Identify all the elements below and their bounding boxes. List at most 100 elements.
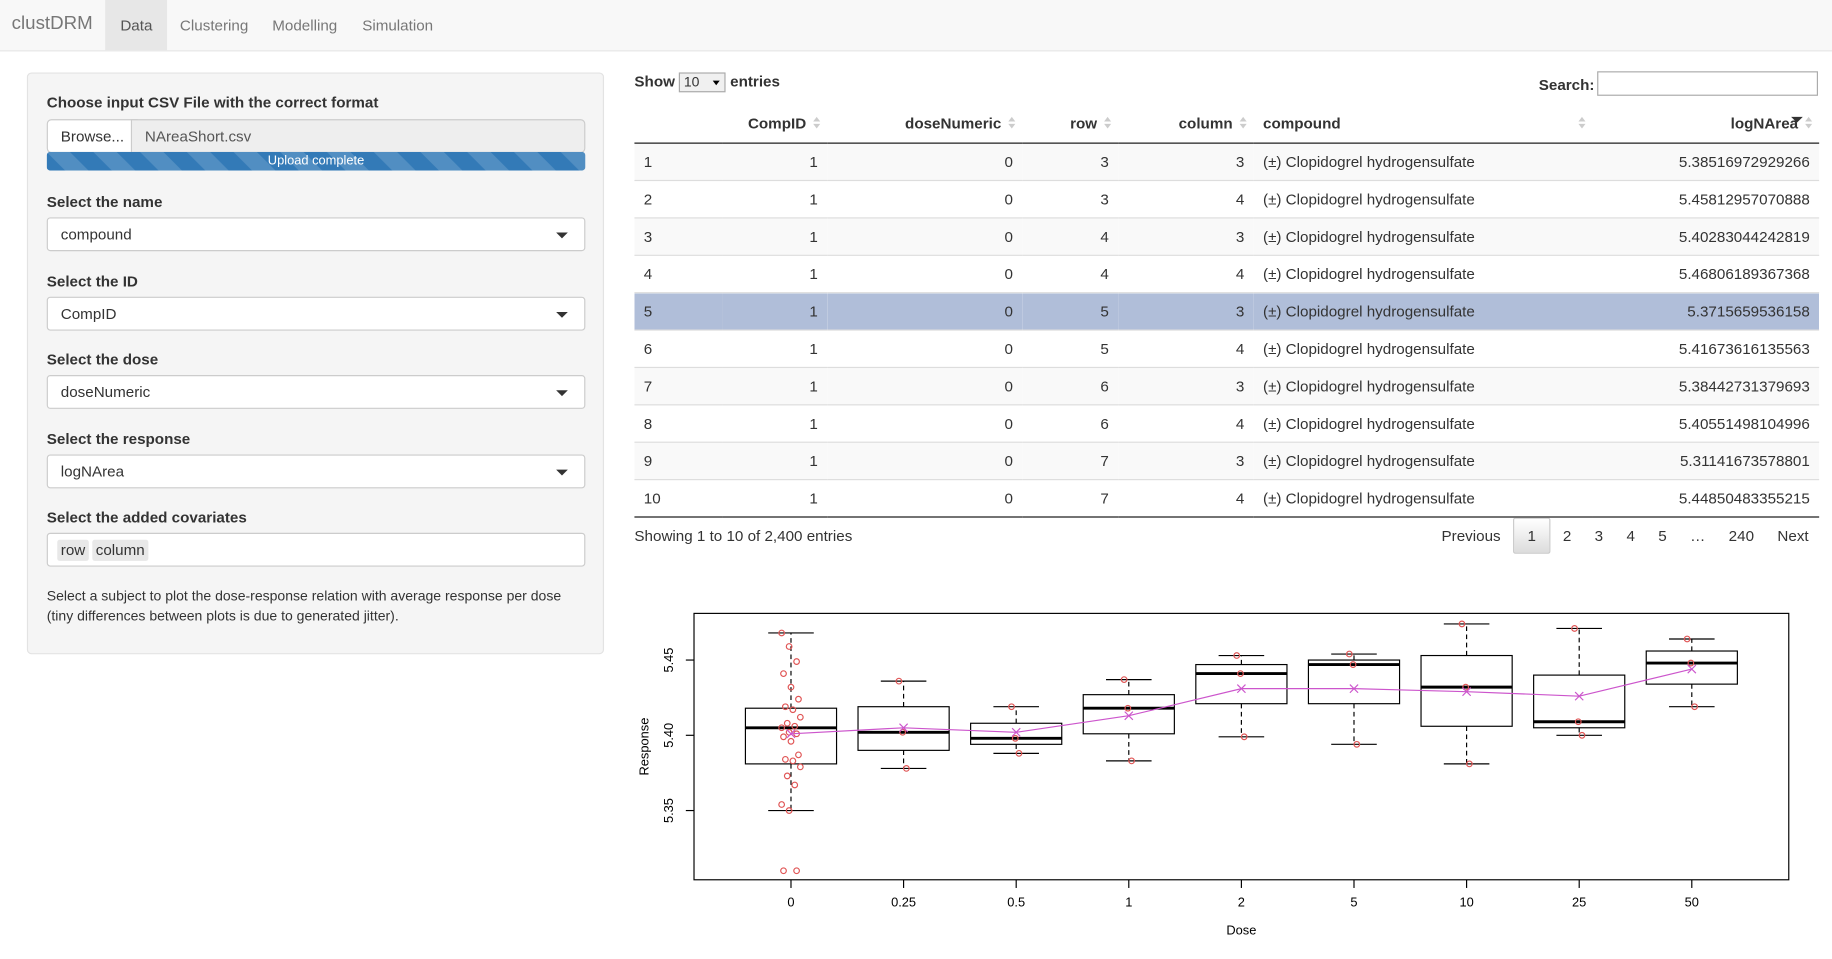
column-header[interactable]: column [1118,102,1254,144]
nav-tab[interactable]: Data [105,0,168,51]
table-cell: 1 [722,329,828,368]
select-input[interactable]: doseNumeric [46,375,586,409]
select-input[interactable]: compound [46,217,586,252]
mean-marker [1462,687,1472,697]
table-cell: 8 [634,404,723,443]
y-axis-label: Response [636,718,651,776]
data-point [1124,704,1132,712]
mean-marker [786,729,796,739]
data-point [1233,652,1241,659]
table-cell: 1 [634,142,723,181]
table-row[interactable]: 10 1 0 7 4 (±) Clopidogrel hydrogensulfate 5.4… [634,479,1820,518]
file-name: NAreaShort.csv [130,119,586,154]
box [1645,650,1738,685]
column-header[interactable]: doseNumeric [827,102,1023,144]
page-button[interactable]: Next [1777,526,1809,545]
page-button[interactable]: 240 [1728,526,1755,545]
page-button[interactable]: Previous [1441,526,1501,545]
page-button[interactable]: 5 [1658,526,1667,545]
data-point [789,706,797,714]
nav-tab[interactable]: Modelling [272,16,338,34]
table-cell: 0 [827,404,1023,443]
column-header[interactable]: row [1022,102,1119,144]
table-cell: 3 [1118,366,1254,405]
data-point [791,781,799,789]
data-point [778,724,786,732]
table-cell: (±) Clopidogrel hydrogensulfate [1253,217,1593,256]
x-tick-label: 0 [787,895,794,910]
data-point [1240,733,1248,741]
column-header[interactable]: CompID [722,102,828,144]
table-cell: 5.38516972929266 [1592,142,1820,181]
table-cell: 5 [634,292,723,331]
table-cell: (±) Clopidogrel hydrogensulfate [1253,254,1593,293]
table-row[interactable]: 8 1 0 6 4 (±) Clopidogrel hydrogensulfate 5.40… [634,404,1820,443]
covariate-tag[interactable]: row [57,539,89,561]
search-input[interactable] [1597,71,1818,96]
table-cell: 5.40283044242819 [1592,217,1820,256]
data-point [1349,661,1357,668]
table-row[interactable]: 3 1 0 4 3 (±) Clopidogrel hydrogensulfate 5.40… [634,217,1820,256]
table-cell: 1 [722,179,828,218]
browse-button[interactable]: Browse... [46,119,139,154]
select-input[interactable]: logNArea [46,453,586,488]
length-control: Show 10 entries [634,72,780,93]
data-point [1458,620,1466,628]
covariate-tag[interactable]: column [92,539,149,561]
x-tick-label: 0.5 [1007,895,1025,910]
data-point [795,751,802,759]
table-cell: 1 [722,366,828,405]
page-button[interactable]: 3 [1594,526,1604,545]
column-header[interactable]: compound [1253,102,1593,144]
nav-tab[interactable]: Simulation [362,16,434,34]
table-cell: 5.45812957070888 [1592,179,1820,218]
table-cell: 5.40551498104996 [1592,404,1820,443]
table-cell: 0 [827,441,1023,480]
length-select[interactable]: 10 [679,72,726,93]
table-row[interactable]: 1 1 0 3 3 (±) Clopidogrel hydrogensulfate 5.38… [634,142,1820,181]
table-cell: 1 [722,254,828,293]
data-point [1128,757,1135,765]
data-point [1574,718,1582,726]
page-button[interactable]: 1 [1513,517,1550,554]
data-point [1578,731,1586,739]
data-point [1011,734,1019,742]
data-point [787,737,795,745]
pagination: Previous 1 2 3 4 5 … 240 Next [1429,517,1819,554]
table-row[interactable]: 9 1 0 7 3 (±) Clopidogrel hydrogensulfate 5.31… [634,441,1820,480]
table-row[interactable]: 6 1 0 5 4 (±) Clopidogrel hydrogensulfate 5.41… [634,329,1820,368]
page-button[interactable]: 2 [1562,526,1572,545]
column-header[interactable]: logNArea [1592,102,1820,144]
brand: clustDRM [11,14,93,34]
table-cell: 3 [1022,179,1119,218]
table-cell: 0 [827,479,1023,518]
table-cell: 1 [722,479,828,518]
table-cell: 7 [634,366,723,405]
page-button[interactable]: … [1690,526,1706,545]
nav-tab[interactable]: Clustering [179,16,249,34]
x-tick-label: 50 [1685,895,1699,910]
page-button[interactable]: 4 [1626,526,1635,545]
covariates-input[interactable]: row column [46,532,586,567]
table-row[interactable]: 4 1 0 4 4 (±) Clopidogrel hydrogensulfate 5.46… [634,254,1820,293]
table-cell: 5.46806189367368 [1592,254,1820,293]
data-point [781,755,789,763]
table-row[interactable]: 2 1 0 3 4 (±) Clopidogrel hydrogensulfate 5.45… [634,179,1820,218]
select-input[interactable]: CompID [46,296,586,331]
mean-marker [1236,684,1246,694]
table-cell: 7 [1022,441,1119,480]
table-row[interactable]: 5 1 0 5 3 (±) Clopidogrel hydrogensulfate 5.37… [634,292,1820,331]
data-point [1466,760,1473,768]
table-row[interactable]: 7 1 0 6 3 (±) Clopidogrel hydrogensulfate 5.38… [634,366,1820,405]
show-label: Show [634,72,675,90]
table-cell: 4 [634,254,723,293]
table-cell: 4 [1022,254,1119,293]
data-point [783,719,791,727]
table-cell: 3 [1118,217,1254,256]
table-cell: (±) Clopidogrel hydrogensulfate [1253,441,1593,480]
data-point [789,757,797,765]
box [970,722,1063,745]
table-cell: 0 [827,366,1023,405]
header-row: CompID doseNumeric row column compound logNAr… [634,102,1820,144]
data-point [1353,740,1361,748]
